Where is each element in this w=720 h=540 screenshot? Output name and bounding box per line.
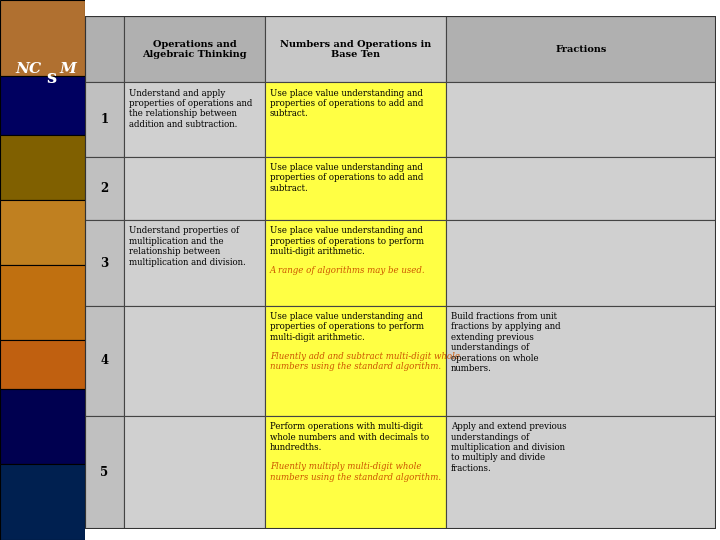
Text: Use place value understanding and
properties of operations to perform
multi-digi: Use place value understanding and proper… bbox=[270, 312, 424, 342]
Text: Understand properties of
multiplication and the
relationship between
multiplicat: Understand properties of multiplication … bbox=[129, 226, 246, 267]
Text: Operations and
Algebraic Thinking: Operations and Algebraic Thinking bbox=[143, 39, 247, 59]
Text: 2: 2 bbox=[100, 182, 109, 195]
Bar bbox=[265, 157, 446, 220]
Text: Fluently add and subtract multi-digit whole
numbers using the standard algorithm: Fluently add and subtract multi-digit wh… bbox=[270, 352, 460, 372]
Bar bbox=[85, 157, 124, 220]
Text: 4: 4 bbox=[101, 354, 109, 367]
Bar bbox=[85, 16, 124, 83]
Bar bbox=[85, 220, 124, 306]
Bar bbox=[446, 416, 716, 529]
Bar bbox=[265, 416, 446, 529]
Bar bbox=[0, 200, 85, 265]
Text: M: M bbox=[60, 62, 76, 76]
Text: 3: 3 bbox=[100, 256, 109, 269]
Text: Use place value understanding and
properties of operations to add and
subtract.: Use place value understanding and proper… bbox=[270, 89, 423, 118]
Bar bbox=[0, 76, 85, 135]
Bar bbox=[124, 220, 265, 306]
Bar bbox=[446, 306, 716, 416]
Bar bbox=[265, 16, 446, 83]
Bar bbox=[124, 416, 265, 529]
Bar bbox=[0, 464, 85, 540]
Bar bbox=[446, 16, 716, 83]
Text: Fractions: Fractions bbox=[556, 45, 607, 54]
Bar bbox=[124, 306, 265, 416]
Bar bbox=[0, 0, 85, 76]
Bar bbox=[85, 306, 124, 416]
Text: NC: NC bbox=[15, 62, 42, 76]
Bar bbox=[85, 416, 124, 529]
Text: Fluently multiply multi-digit whole
numbers using the standard algorithm.: Fluently multiply multi-digit whole numb… bbox=[270, 462, 441, 482]
Bar bbox=[446, 220, 716, 306]
Bar bbox=[265, 220, 446, 306]
Bar bbox=[265, 306, 446, 416]
Bar bbox=[85, 83, 124, 157]
Text: 1: 1 bbox=[101, 113, 109, 126]
Text: Use place value understanding and
properties of operations to add and
subtract.: Use place value understanding and proper… bbox=[270, 163, 423, 193]
Bar bbox=[0, 135, 85, 200]
Bar bbox=[124, 157, 265, 220]
Text: Build fractions from unit
fractions by applying and
extending previous
understan: Build fractions from unit fractions by a… bbox=[451, 312, 561, 373]
Text: Apply and extend previous
understandings of
multiplication and division
to multi: Apply and extend previous understandings… bbox=[451, 422, 567, 473]
Text: Understand and apply
properties of operations and
the relationship between
addit: Understand and apply properties of opera… bbox=[129, 89, 253, 129]
Bar bbox=[0, 265, 85, 340]
Bar bbox=[446, 83, 716, 157]
Bar bbox=[0, 340, 85, 389]
Text: Numbers and Operations in
Base Ten: Numbers and Operations in Base Ten bbox=[280, 39, 431, 59]
Text: 5: 5 bbox=[101, 466, 109, 479]
Bar bbox=[446, 157, 716, 220]
Text: s: s bbox=[47, 69, 57, 87]
Bar bbox=[124, 16, 265, 83]
Text: Perform operations with multi-digit
whole numbers and with decimals to
hundredth: Perform operations with multi-digit whol… bbox=[270, 422, 429, 452]
Bar bbox=[0, 389, 85, 464]
Bar bbox=[124, 83, 265, 157]
Text: A range of algorithms may be used.: A range of algorithms may be used. bbox=[270, 266, 426, 275]
Text: Use place value understanding and
properties of operations to perform
multi-digi: Use place value understanding and proper… bbox=[270, 226, 424, 256]
Bar bbox=[265, 83, 446, 157]
